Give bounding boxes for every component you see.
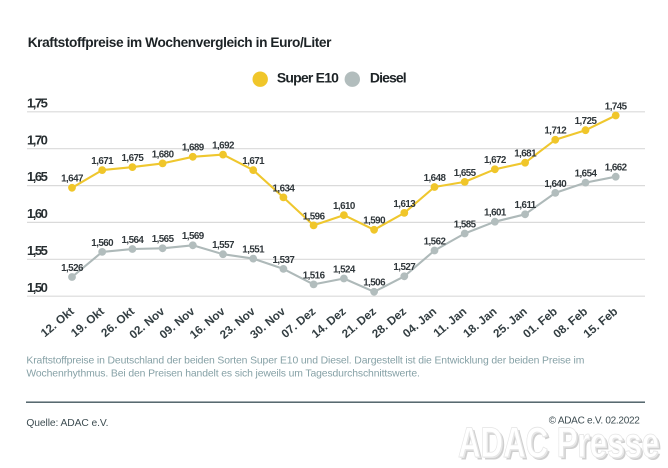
svg-text:1,60: 1,60 [27, 206, 48, 221]
svg-text:Super E10: Super E10 [277, 70, 339, 86]
svg-text:1,634: 1,634 [273, 183, 296, 194]
svg-text:1,506: 1,506 [363, 278, 386, 289]
svg-text:1,601: 1,601 [484, 208, 507, 219]
svg-text:1,745: 1,745 [605, 101, 628, 112]
svg-text:1,647: 1,647 [61, 174, 84, 185]
svg-text:Diesel: Diesel [370, 70, 406, 86]
svg-text:1,569: 1,569 [182, 231, 205, 242]
svg-text:© ADAC e.V. 02.2022: © ADAC e.V. 02.2022 [549, 416, 641, 427]
svg-text:ADAC Presse: ADAC Presse [461, 423, 662, 468]
svg-text:1,537: 1,537 [273, 255, 296, 266]
svg-text:1,585: 1,585 [454, 219, 477, 230]
svg-text:1,551: 1,551 [242, 245, 265, 256]
svg-text:1,590: 1,590 [363, 216, 386, 227]
svg-text:1,524: 1,524 [333, 264, 356, 275]
svg-text:1,671: 1,671 [242, 156, 265, 167]
svg-text:Quelle: ADAC e.V.: Quelle: ADAC e.V. [26, 418, 108, 429]
svg-text:Kraftstoffpreise in Deutschlan: Kraftstoffpreise in Deutschland der beid… [26, 355, 584, 366]
svg-text:1,725: 1,725 [575, 116, 598, 127]
svg-text:1,680: 1,680 [152, 149, 175, 160]
svg-text:1,689: 1,689 [182, 143, 205, 154]
svg-text:1,50: 1,50 [27, 280, 48, 295]
svg-text:1,516: 1,516 [303, 270, 326, 281]
svg-text:1,527: 1,527 [393, 262, 416, 273]
svg-text:1,610: 1,610 [333, 201, 356, 212]
svg-text:Kraftstoffpreise im Wochenverg: Kraftstoffpreise im Wochenvergleich in E… [28, 35, 332, 50]
svg-text:1,662: 1,662 [605, 163, 628, 174]
svg-text:1,712: 1,712 [544, 126, 567, 137]
svg-text:1,613: 1,613 [393, 199, 416, 210]
svg-text:1,65: 1,65 [27, 169, 48, 184]
svg-text:1,565: 1,565 [152, 234, 175, 245]
svg-text:1,675: 1,675 [122, 153, 145, 164]
svg-text:1,557: 1,557 [212, 240, 235, 251]
svg-text:ADAC Presse: ADAC Presse [458, 420, 659, 467]
svg-text:1,672: 1,672 [484, 155, 507, 166]
svg-text:1,648: 1,648 [424, 173, 447, 184]
svg-text:1,560: 1,560 [91, 238, 114, 249]
svg-text:ADAC Presse: ADAC Presse [459, 421, 660, 468]
svg-text:1,596: 1,596 [303, 211, 326, 222]
svg-text:1,562: 1,562 [424, 236, 447, 247]
svg-text:1,75: 1,75 [27, 95, 48, 110]
svg-text:1,70: 1,70 [27, 132, 48, 147]
svg-text:1,692: 1,692 [212, 141, 235, 152]
svg-text:1,526: 1,526 [61, 263, 84, 274]
svg-text:1,654: 1,654 [575, 169, 598, 180]
svg-text:1,655: 1,655 [454, 168, 477, 179]
svg-text:1,55: 1,55 [27, 243, 48, 258]
svg-text:1,671: 1,671 [91, 156, 114, 167]
svg-text:1,611: 1,611 [514, 200, 536, 211]
svg-text:1,640: 1,640 [544, 179, 567, 190]
svg-text:1,681: 1,681 [514, 149, 537, 160]
svg-text:1,564: 1,564 [122, 235, 145, 246]
svg-text:Wochenrhythmus. Bei den Preise: Wochenrhythmus. Bei den Preisen handelt … [26, 369, 419, 380]
